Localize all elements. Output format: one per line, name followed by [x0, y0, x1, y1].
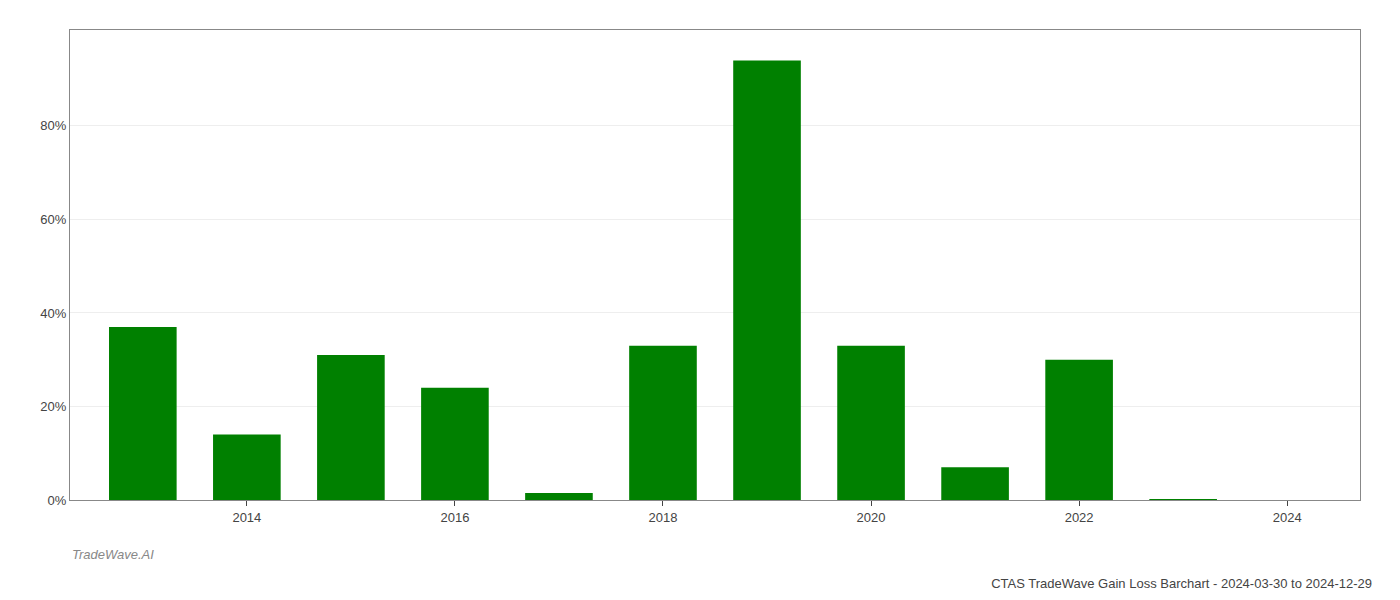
svg-text:80%: 80% — [40, 118, 66, 133]
svg-text:40%: 40% — [40, 305, 66, 320]
svg-text:0%: 0% — [48, 493, 67, 508]
svg-text:2024: 2024 — [1273, 510, 1302, 525]
svg-text:CTAS TradeWave Gain Loss Barch: CTAS TradeWave Gain Loss Barchart - 2024… — [991, 576, 1372, 591]
svg-text:2018: 2018 — [649, 510, 678, 525]
svg-text:2020: 2020 — [857, 510, 886, 525]
svg-text:2022: 2022 — [1065, 510, 1094, 525]
svg-text:20%: 20% — [40, 399, 66, 414]
svg-text:2014: 2014 — [232, 510, 261, 525]
svg-text:60%: 60% — [40, 212, 66, 227]
svg-text:TradeWave.AI: TradeWave.AI — [72, 547, 154, 562]
svg-text:2016: 2016 — [440, 510, 469, 525]
